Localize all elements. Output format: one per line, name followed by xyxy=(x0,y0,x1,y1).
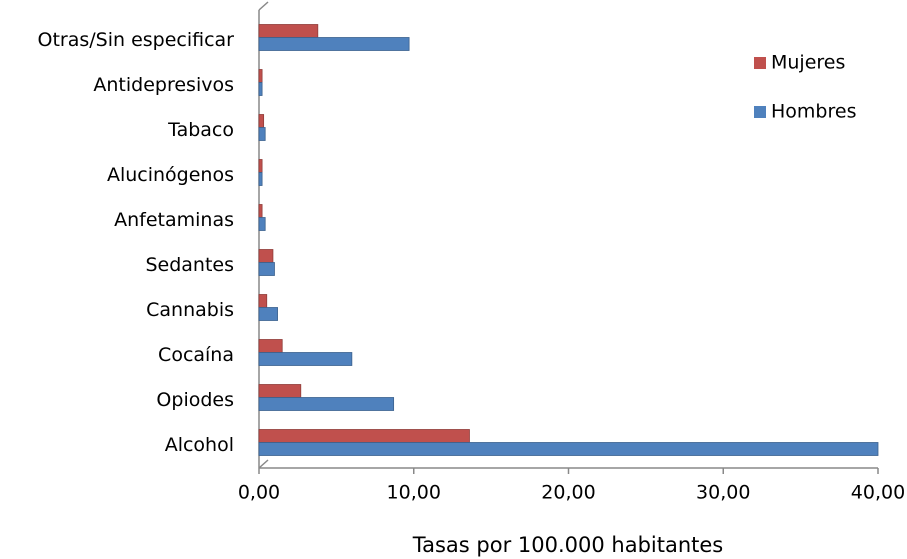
bar xyxy=(258,339,283,353)
bar xyxy=(258,204,263,218)
x-axis-depth xyxy=(258,459,269,469)
bar xyxy=(258,249,274,263)
bar xyxy=(258,262,275,276)
x-tick-label: 0,00 xyxy=(238,482,280,504)
bar xyxy=(258,159,263,173)
bar xyxy=(258,24,319,38)
y-tick-label: Cocaína xyxy=(158,344,234,366)
legend-label: Mujeres xyxy=(771,52,845,74)
bar xyxy=(258,82,263,96)
bar xyxy=(258,352,353,366)
y-tick-label: Opiodes xyxy=(156,389,234,411)
y-tick-label: Anfetaminas xyxy=(114,209,234,231)
y-tick-label: Antidepresivos xyxy=(93,74,234,96)
bar xyxy=(258,172,263,186)
bar xyxy=(258,307,278,321)
x-tick-label: 30,00 xyxy=(696,482,750,504)
y-axis-depth xyxy=(258,1,269,11)
y-tick-label: Alucinógenos xyxy=(107,164,234,186)
legend-swatch xyxy=(754,57,766,69)
bar xyxy=(258,294,268,308)
bar xyxy=(258,69,263,83)
bar xyxy=(258,114,265,128)
y-tick-label: Alcohol xyxy=(165,434,234,456)
y-tick-label: Cannabis xyxy=(146,299,234,321)
x-tick-label: 10,00 xyxy=(387,482,441,504)
x-axis-title: Tasas por 100.000 habitantes xyxy=(412,533,724,557)
bar xyxy=(258,37,410,51)
legend-label: Hombres xyxy=(771,101,856,123)
bar xyxy=(258,429,470,443)
legend-swatch xyxy=(754,106,766,118)
bar xyxy=(258,397,395,411)
y-tick-label: Tabaco xyxy=(167,119,234,141)
y-tick-label: Sedantes xyxy=(145,254,234,276)
bar xyxy=(258,442,879,456)
x-tick-label: 40,00 xyxy=(851,482,905,504)
bar xyxy=(258,127,266,141)
y-tick-label: Otras/Sin especificar xyxy=(37,29,234,51)
x-tick-label: 20,00 xyxy=(541,482,595,504)
bar xyxy=(258,217,266,231)
bar xyxy=(258,384,302,398)
